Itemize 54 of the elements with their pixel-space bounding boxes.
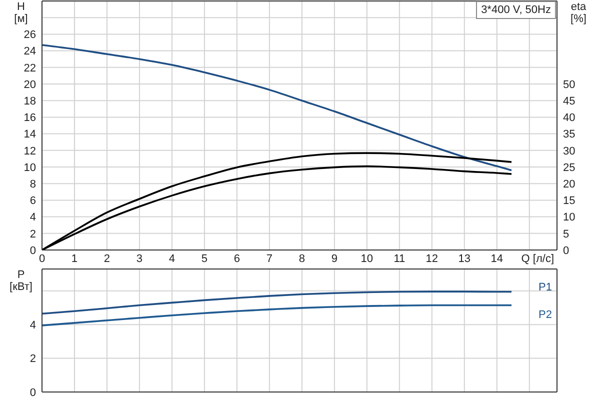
text: P2: [538, 309, 552, 322]
y-axis-title: H [м]: [14, 1, 28, 25]
x-tick-label: 9: [331, 252, 338, 265]
y-tick-label: 22: [24, 62, 36, 74]
y2-axis-title: eta [%]: [570, 1, 586, 25]
x-tick-label: 4: [168, 252, 176, 265]
y-tick-label: 10: [24, 162, 36, 174]
y-tick-label: 16: [24, 112, 36, 124]
y-tick-label: 14: [24, 128, 36, 141]
text-box: 3*400 V, 50Hz: [476, 1, 556, 19]
y-tick-label: 0: [30, 386, 36, 399]
line-series: [42, 304, 512, 326]
x-tick-label: 13: [458, 252, 471, 265]
x-tick-label: 7: [266, 252, 273, 265]
x-tick-label: 8: [298, 252, 305, 265]
x-tick-label: 5: [201, 252, 208, 265]
x-tick-label: 3: [136, 252, 143, 265]
y2-tick-label: 15: [563, 195, 576, 208]
y-tick-label: 18: [24, 95, 36, 108]
x-tick-label: 6: [234, 252, 240, 265]
y-tick-label: 4: [30, 212, 36, 224]
y2-tick-label: 5: [563, 228, 570, 240]
y-tick-label: 20: [24, 78, 36, 91]
y-tick-label: 8: [30, 178, 36, 190]
y2-tick-label: 20: [563, 178, 576, 190]
y-tick-label: 26: [24, 29, 36, 42]
y2-tick-label: 40: [563, 112, 576, 124]
x-tick-label: 0: [38, 252, 46, 265]
x-tick-label: 10: [360, 252, 374, 265]
annotation: 3*400 V, 50Hz: [481, 4, 551, 16]
y-tick-label: 12: [24, 145, 36, 158]
x-tick-label: 2: [104, 252, 110, 265]
y-tick-label: 4: [30, 319, 36, 332]
x-tick-label: 12: [426, 252, 438, 265]
y-tick-label: 2: [30, 228, 36, 240]
text: P1: [538, 282, 552, 294]
y-tick-label: 24: [24, 46, 36, 58]
y2-tick-label: 45: [563, 95, 576, 108]
y2-tick-label: 35: [563, 128, 576, 141]
line-series: [42, 44, 512, 172]
y-axis-title: P [кВт]: [10, 269, 32, 293]
y2-tick-label: 25: [563, 162, 576, 174]
y2-tick-label: 0: [563, 244, 570, 257]
y-tick-label: 2: [30, 353, 36, 366]
y-tick-label: 6: [30, 195, 36, 208]
line-series: [42, 290, 512, 315]
x-tick-label: 14: [490, 252, 504, 265]
y2-tick-label: 30: [563, 145, 576, 158]
y-tick-label: 0: [30, 244, 36, 257]
y2-tick-label: 10: [563, 212, 576, 224]
x-tick-label: 11: [394, 252, 406, 265]
x-tick-label: 1: [71, 252, 78, 265]
x-axis-title: Q [л/с]: [521, 253, 554, 265]
y2-tick-label: 50: [563, 78, 576, 91]
